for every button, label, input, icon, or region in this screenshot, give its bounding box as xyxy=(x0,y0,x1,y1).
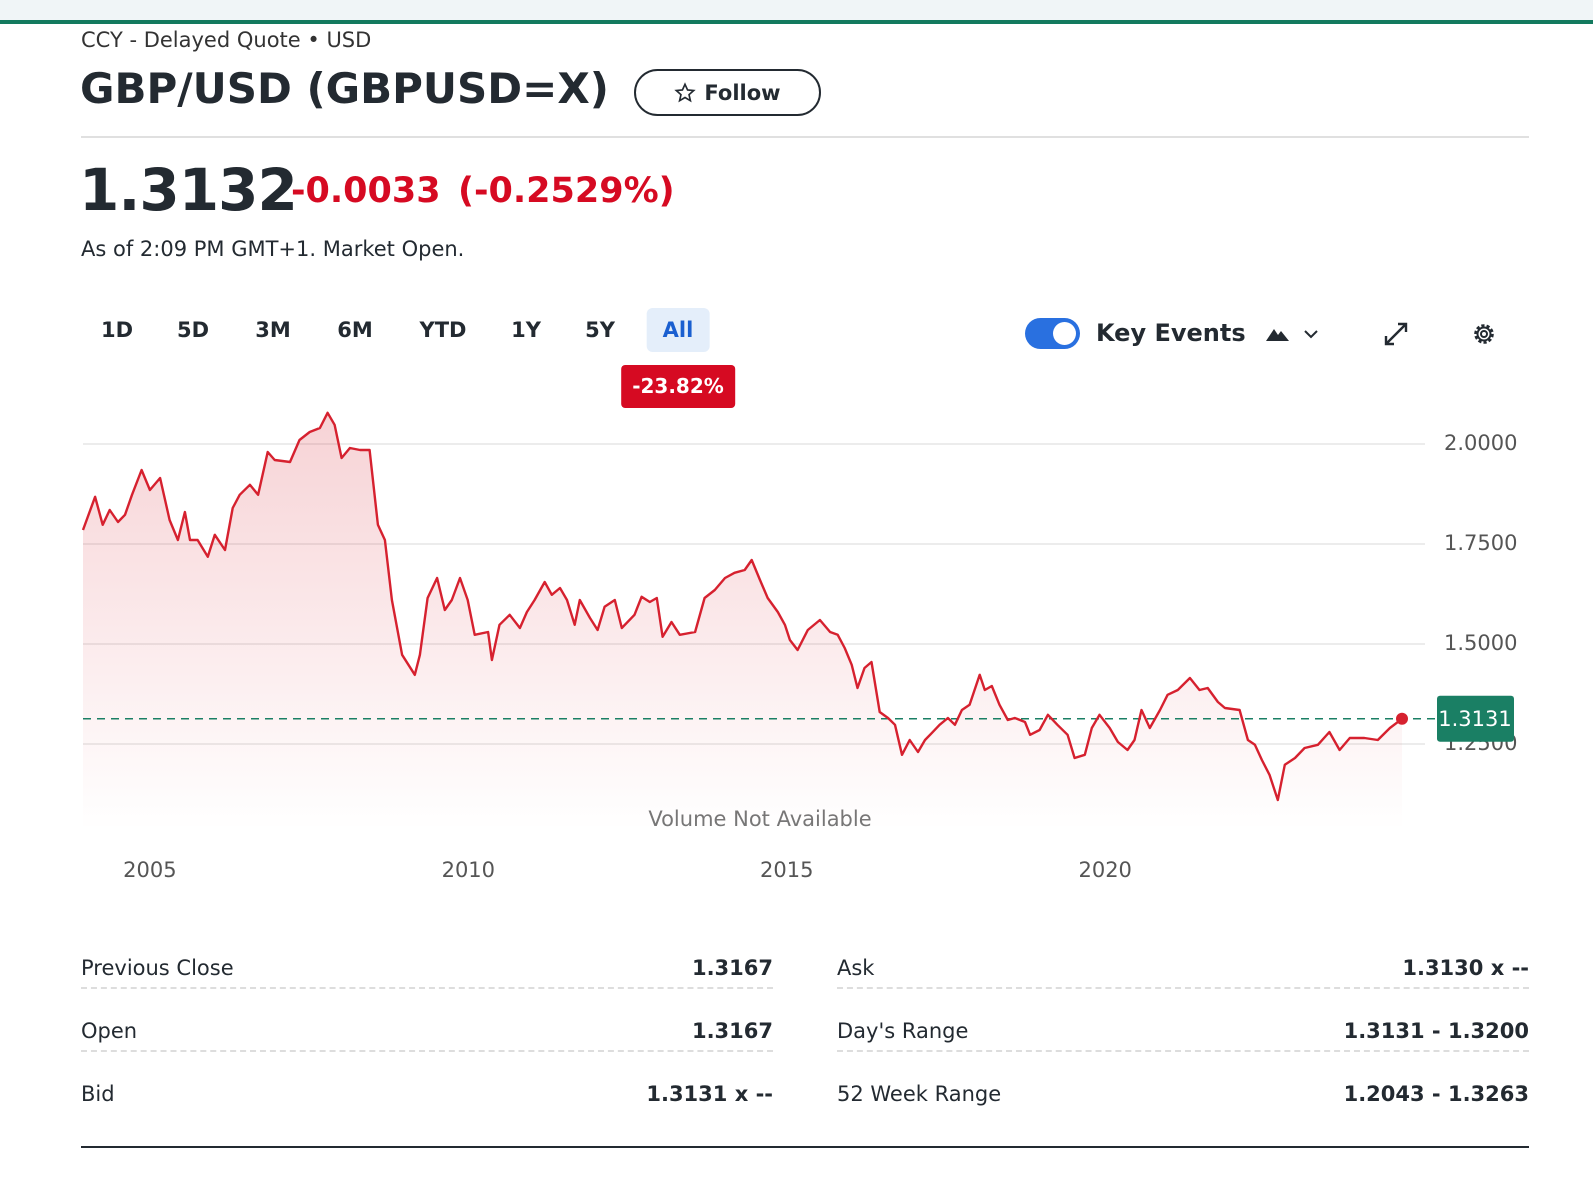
stat-value: 1.3130 x -- xyxy=(1402,956,1529,980)
range-button[interactable]: 5Y xyxy=(585,318,615,342)
range-button[interactable]: 6M xyxy=(337,318,373,342)
range-change-badge: -23.82% xyxy=(621,365,735,408)
change-percent: (-0.2529%) xyxy=(458,171,675,211)
stat-label: Ask xyxy=(837,956,875,980)
stat-label: Day's Range xyxy=(837,1019,969,1043)
x-tick-label: 2020 xyxy=(1078,858,1131,882)
reference-label: 1.3131 xyxy=(1438,707,1511,731)
row-separator xyxy=(81,987,773,989)
toggle-knob xyxy=(1053,322,1076,345)
chart-tools xyxy=(1266,322,1494,346)
change: -0.0033 xyxy=(291,171,441,211)
stat-value: 1.3131 x -- xyxy=(646,1082,773,1106)
title: GBP/USD (GBPUSD=X) xyxy=(80,64,609,113)
y-tick-label: 1.7500 xyxy=(1444,531,1517,555)
divider xyxy=(81,136,1529,138)
row-separator xyxy=(81,1050,773,1052)
range-button[interactable]: All xyxy=(646,308,710,352)
key-events-toggle[interactable] xyxy=(1025,318,1080,349)
reference-badge xyxy=(1437,695,1514,742)
stat-value: 1.3167 xyxy=(691,956,773,980)
area-fill xyxy=(83,412,1402,830)
bottom-rule xyxy=(81,1146,1529,1148)
range-button[interactable]: 5D xyxy=(176,318,210,342)
stat-value: 1.3167 xyxy=(691,1019,773,1043)
price-line xyxy=(81,411,1403,802)
stat-label: 52 Week Range xyxy=(837,1082,1002,1106)
settings-icon[interactable] xyxy=(1474,324,1494,344)
range-button[interactable]: 1Y xyxy=(511,318,541,342)
chart-type-icon[interactable] xyxy=(1266,329,1289,341)
top-accent xyxy=(0,20,1593,24)
range-button[interactable]: 3M xyxy=(255,318,291,342)
chevron[interactable] xyxy=(1304,330,1318,339)
stat-value: 1.2043 - 1.3263 xyxy=(1343,1082,1529,1106)
row-separator xyxy=(837,987,1529,989)
follow-button[interactable]: Follow xyxy=(634,69,821,116)
key-events-label: Key Events xyxy=(1096,319,1246,347)
top-band xyxy=(0,0,1593,20)
x-tick-label: 2005 xyxy=(123,858,176,882)
x-tick-label: 2015 xyxy=(760,858,813,882)
row-separator xyxy=(837,1050,1529,1052)
stat-value: 1.3131 - 1.3200 xyxy=(1343,1019,1529,1043)
stat-label: Open xyxy=(81,1019,138,1043)
range-button[interactable]: YTD xyxy=(419,318,467,342)
star-icon xyxy=(674,81,697,102)
x-tick-label: 2010 xyxy=(442,858,495,882)
range-button[interactable]: 1D xyxy=(100,318,134,342)
stat-label: Bid xyxy=(81,1082,115,1106)
last-point xyxy=(1396,712,1408,725)
stat-label: Previous Close xyxy=(81,956,234,980)
y-tick-label: 2.0000 xyxy=(1444,431,1517,455)
as-of: As of 2:09 PM GMT+1. Market Open. xyxy=(81,237,465,261)
exchange: CCY - Delayed Quote • USD xyxy=(81,28,372,52)
follow-label: Follow xyxy=(704,80,781,105)
price: 1.3132 xyxy=(79,156,298,224)
expand-icon[interactable] xyxy=(1384,322,1408,346)
y-tick-label: 1.5000 xyxy=(1444,631,1517,655)
